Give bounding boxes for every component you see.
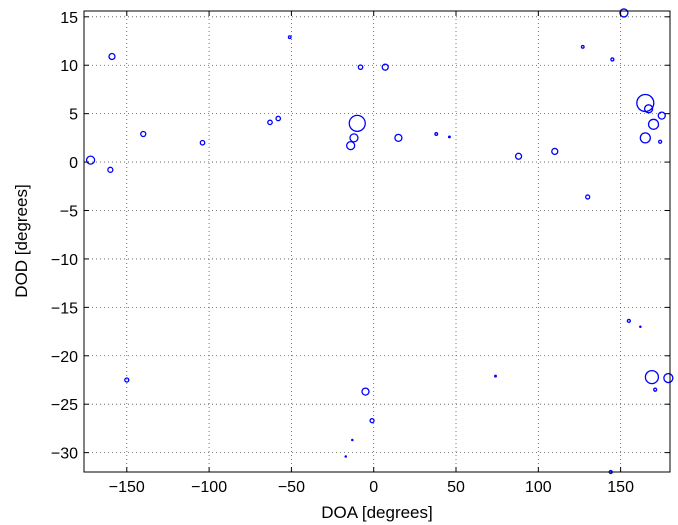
data-point <box>344 455 347 458</box>
data-point <box>639 325 642 328</box>
x-tick-label: 100 <box>525 479 552 496</box>
data-point <box>199 139 206 146</box>
x-axis-ticks: −150 −100 −50 0 50 100 150 <box>109 11 634 496</box>
y-tick-label: −30 <box>51 446 78 463</box>
y-tick-label: 15 <box>60 10 78 27</box>
data-point <box>434 132 439 136</box>
data-point <box>348 114 366 132</box>
data-point <box>647 118 660 130</box>
x-axis-label: DOA [degrees] <box>321 503 433 522</box>
y-axis-ticks: −30 −25 −20 −15 −10 −5 0 5 10 15 <box>51 10 670 463</box>
y-tick-label: −5 <box>60 204 78 221</box>
y-tick-label: 10 <box>60 58 78 75</box>
y-tick-label: −25 <box>51 397 78 414</box>
data-point <box>361 387 370 396</box>
data-point <box>346 140 356 151</box>
data-point <box>287 35 292 40</box>
data-point <box>643 104 654 114</box>
data-point <box>626 318 631 324</box>
data-point <box>267 119 273 126</box>
data-point <box>644 369 660 385</box>
data-point <box>494 374 497 378</box>
y-tick-label: 5 <box>69 107 78 124</box>
y-tick-label: −10 <box>51 252 78 269</box>
data-point <box>639 132 651 144</box>
data-point <box>349 133 359 143</box>
data-point <box>657 111 666 120</box>
data-point <box>369 418 375 424</box>
data-point <box>585 194 591 200</box>
data-point <box>610 57 615 62</box>
data-point <box>108 52 116 61</box>
data-point <box>394 133 403 143</box>
data-point <box>351 438 354 442</box>
data-point <box>657 139 663 144</box>
data-point <box>636 93 655 113</box>
data-point <box>653 387 658 392</box>
data-point <box>551 147 559 156</box>
plot-frame <box>83 10 671 473</box>
data-point <box>447 135 451 139</box>
x-tick-label: −50 <box>278 479 305 496</box>
data-point <box>107 166 114 173</box>
data-points <box>85 8 674 475</box>
x-tick-label: 150 <box>607 479 634 496</box>
data-point <box>381 63 389 71</box>
grid-lines <box>84 11 670 472</box>
x-tick-label: −100 <box>191 479 227 496</box>
data-point <box>663 372 674 384</box>
data-point <box>124 377 130 383</box>
y-tick-label: 0 <box>69 155 78 172</box>
x-tick-label: 50 <box>447 479 465 496</box>
data-point <box>514 152 523 160</box>
data-point <box>140 130 147 138</box>
data-point <box>275 115 282 122</box>
y-tick-label: −15 <box>51 300 78 317</box>
data-point <box>85 155 96 165</box>
y-axis-label: DOD [degrees] <box>12 184 31 297</box>
x-tick-label: −150 <box>109 479 145 496</box>
data-point <box>619 8 629 18</box>
y-tick-label: −20 <box>51 349 78 366</box>
data-point <box>357 64 364 71</box>
x-tick-label: 0 <box>369 479 378 496</box>
data-point <box>580 44 585 49</box>
